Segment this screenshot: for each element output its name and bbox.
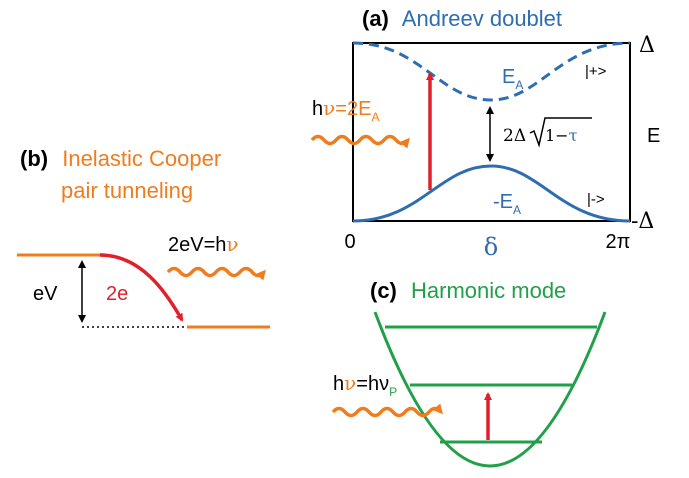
photon-a-h: h [312,98,323,120]
panel-b-title-line2: pair tunneling [61,178,193,203]
panel-a-title: Andreev doublet [402,6,562,31]
two-e-label: 2e [106,283,128,305]
delta-top-label: Δ [639,33,655,58]
photon-c-eq: =hν [356,373,389,395]
svg-text:hν=2EA: hν=2EA [312,96,379,124]
ea-label: E [502,66,515,88]
panel-a-frame [352,42,631,222]
panel-a-tag: (a) [362,6,389,31]
photon-c-nu: ν [344,371,356,395]
photon-b-left: 2eV=h [168,234,226,256]
photon-a-eq: =2E [335,98,371,120]
photon-c-sub: P [389,385,397,399]
svg-text:1−τ: 1−τ [545,126,578,145]
svg-text:(a) Andreev doublet: (a) Andreev doublet [362,6,562,31]
panel-b-tag: (b) [20,146,48,171]
panel-c: (c) Harmonic mode hν=hνP [331,278,607,468]
gap-tau: τ [569,126,578,145]
gap-prefix: 2Δ [503,126,526,146]
e-axis-label: E [647,125,660,147]
photon-wave-a [310,134,410,149]
photon-a-eq-sub: A [371,110,379,124]
ket-minus: |-> [587,191,605,208]
photon-c-h: h [333,373,344,395]
neg-ea-label: -E [493,191,513,213]
photon-b-nu: ν [226,232,238,256]
neg-ea-sub: A [513,203,521,217]
panel-b-title-line1: Inelastic Cooper [62,146,221,171]
svg-text:2Δ: 2Δ [503,126,526,146]
svg-text:hν=hνP: hν=hνP [333,371,397,399]
cooper-pair-tunnel-arrow [99,253,184,322]
x-zero-label: 0 [344,231,355,253]
delta-bottom-label: -Δ [631,209,654,234]
ket-plus: |+> [585,63,607,80]
panel-c-tag: (c) [370,278,397,303]
photon-wave-c [331,403,443,418]
lower-andreev-level [352,164,631,223]
svg-text:-EA: -EA [493,191,521,217]
svg-text:2eV=hν: 2eV=hν [168,232,239,256]
photon-a-nu: ν [323,96,335,120]
svg-text:(c) Harmonic mode: (c) Harmonic mode [370,278,566,303]
gap-one-minus: 1− [545,126,569,145]
svg-text:EA: EA [502,66,523,92]
svg-text:(b) Inelastic Cooper: (b) Inelastic Cooper [20,146,221,171]
x-two-pi-label: 2π [606,231,631,253]
x-delta-label: δ [484,233,498,261]
harmonic-potential [373,311,607,468]
sqrt-sign [529,117,592,148]
panel-c-title: Harmonic mode [411,278,566,303]
upper-andreev-level [352,41,631,102]
ea-sub: A [515,78,523,92]
panel-a: (a) Andreev doublet 2Δ 1−τ EA -EA [310,6,660,261]
gap-label: 2Δ 1−τ [503,117,592,148]
ev-label: eV [33,283,58,305]
panel-b: (b) Inelastic Cooper pair tunneling eV 2… [17,146,270,329]
photon-wave-b [166,266,266,281]
